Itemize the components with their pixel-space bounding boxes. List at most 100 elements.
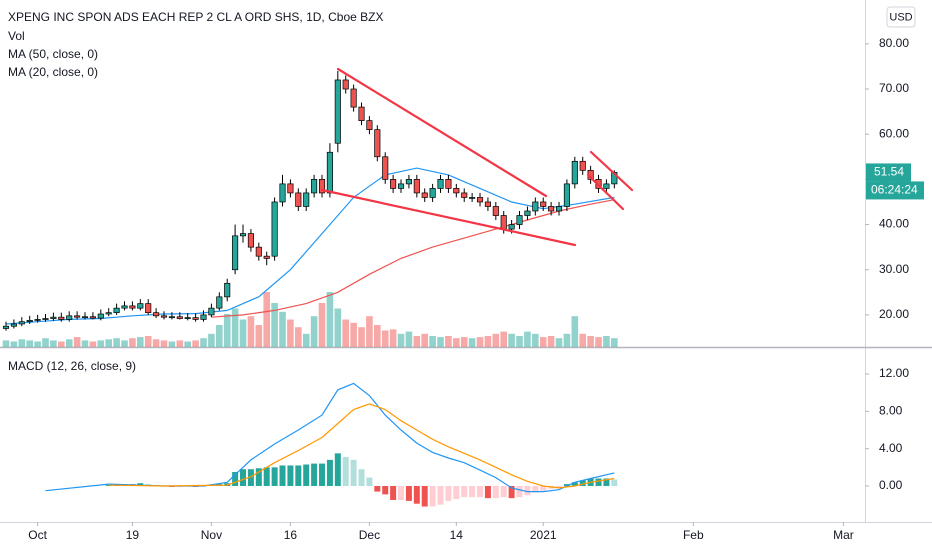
volume-bar: [381, 330, 389, 347]
candle-body: [129, 305, 136, 309]
volume-bar: [547, 336, 555, 347]
candle-body: [153, 312, 160, 317]
histogram-bar: [350, 459, 357, 486]
volume-bar: [239, 319, 247, 347]
last-price: 51.54: [874, 165, 904, 179]
histogram-bar: [571, 482, 578, 486]
histogram-bar: [319, 463, 326, 486]
candle-body: [311, 179, 318, 194]
volume-bar: [374, 325, 381, 347]
histogram-bar: [461, 485, 468, 498]
y-tick-label: 12.00: [879, 366, 909, 380]
candle-body: [224, 282, 231, 298]
candle-body: [34, 319, 41, 321]
candle-body: [97, 313, 104, 319]
volume-bar: [413, 336, 421, 347]
candle-body: [216, 296, 223, 309]
histogram-bar: [579, 480, 586, 486]
candle-body: [10, 323, 17, 327]
volume-bar: [18, 339, 26, 347]
candle-body: [279, 183, 286, 203]
histogram-bar: [508, 485, 515, 499]
volume-bar: [476, 337, 484, 347]
histogram-bar: [271, 467, 278, 486]
candle-body: [303, 192, 310, 207]
currency-button[interactable]: [886, 6, 916, 28]
x-tick-label: 2021: [530, 528, 557, 542]
histogram-bar: [469, 485, 476, 498]
x-tick-label: Mar: [833, 528, 854, 542]
candle-body: [437, 179, 444, 189]
candle-body: [445, 179, 452, 189]
candle-body: [484, 201, 491, 207]
volume-bar: [200, 338, 207, 347]
volume-bar: [137, 337, 144, 347]
candle-body: [374, 129, 381, 158]
volume-bar: [42, 338, 49, 347]
trend-lines: [320, 67, 634, 247]
candle-body: [66, 315, 73, 320]
histogram-bar: [398, 485, 405, 500]
volume-bar: [176, 340, 184, 347]
volume-bar: [168, 341, 176, 347]
volume-bar: [287, 319, 294, 347]
histogram-bar: [532, 485, 539, 493]
histogram-bar: [303, 464, 310, 486]
candle-body: [508, 224, 515, 230]
volume-bar: [532, 333, 539, 347]
volume-bar: [34, 341, 41, 347]
histogram-bar: [311, 463, 318, 486]
histogram-bar: [413, 485, 420, 504]
volume-bar: [587, 336, 594, 347]
volume-bar: [263, 292, 271, 347]
candle-body: [89, 316, 96, 319]
y-tick-label: 20.00: [879, 307, 909, 321]
volume-bar: [389, 329, 397, 347]
candle-body: [18, 321, 25, 325]
histogram-bar: [295, 465, 302, 486]
volume-bar: [579, 333, 587, 347]
volume-bar: [152, 339, 160, 347]
volume-bar: [310, 316, 318, 347]
candle-body: [469, 197, 476, 199]
y-tick-label: 8.00: [879, 404, 903, 418]
y-tick-label: 40.00: [879, 217, 909, 231]
volume-bar: [539, 337, 547, 347]
histogram-bar: [484, 485, 491, 499]
volume-bar: [129, 338, 136, 347]
x-tick-label: 16: [284, 528, 298, 542]
volume-bar: [295, 327, 302, 347]
histogram-bar: [287, 465, 294, 486]
candle-body: [184, 317, 191, 319]
candle-body: [239, 233, 247, 237]
histogram-bar: [247, 469, 254, 486]
volume-bar: [113, 338, 120, 347]
x-tick-label: 19: [126, 528, 140, 542]
y-tick-label: 30.00: [879, 262, 909, 276]
candle-body: [563, 183, 570, 207]
candle-body: [192, 317, 199, 320]
histogram-bar: [279, 465, 286, 486]
candle-body: [571, 160, 578, 185]
histogram-bar: [500, 485, 507, 498]
candle-body: [263, 255, 270, 259]
volume-bar: [10, 341, 18, 347]
candle-body: [413, 179, 420, 194]
trend-line: [586, 173, 625, 211]
candle-body: [405, 179, 412, 185]
candle-body: [271, 201, 278, 257]
volume-bar: [563, 333, 571, 347]
volume-bar: [223, 314, 231, 347]
x-tick-label: Feb: [683, 528, 704, 542]
macd-title: MACD (12, 26, close, 9): [8, 359, 136, 373]
volume-bar: [484, 336, 492, 347]
y-tick-label: 70.00: [879, 81, 909, 95]
volume-bar: [453, 338, 460, 347]
volume-bar: [105, 339, 113, 347]
candle-body: [247, 233, 254, 248]
volume-bar: [571, 316, 579, 347]
histogram-bar: [595, 478, 602, 486]
volume-bar: [2, 340, 10, 347]
